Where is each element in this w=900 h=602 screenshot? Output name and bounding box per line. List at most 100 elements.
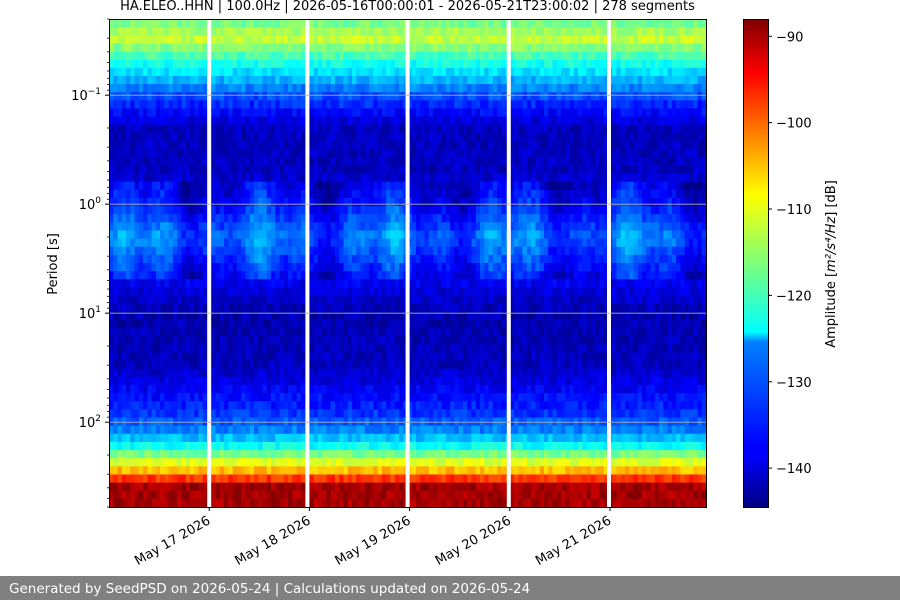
heatmap-cell <box>279 303 285 313</box>
heatmap-cell <box>369 303 374 313</box>
heatmap-cell <box>364 67 370 77</box>
heatmap-cell <box>143 271 148 280</box>
heatmap-cell <box>454 311 460 321</box>
heatmap-cell <box>249 92 255 101</box>
heatmap-cell <box>433 238 438 248</box>
heatmap-cell <box>271 197 276 207</box>
heatmap-cell <box>211 344 217 354</box>
heatmap-cell <box>364 238 370 248</box>
heatmap-cell <box>428 482 434 492</box>
heatmap-cell <box>249 197 255 207</box>
heatmap-cell <box>155 35 161 44</box>
heatmap-cell <box>445 385 451 394</box>
heatmap-cell <box>300 263 306 272</box>
heatmap-cell <box>335 100 340 110</box>
heatmap-cell <box>143 287 148 297</box>
heatmap-cell <box>309 173 315 183</box>
heatmap-cell <box>253 51 259 61</box>
heatmap-cell <box>364 181 370 191</box>
heatmap-cell <box>424 238 430 248</box>
heatmap-cell <box>390 490 396 500</box>
heatmap-cell <box>339 401 345 410</box>
heatmap-cell <box>313 189 319 199</box>
heatmap-cell <box>109 385 114 394</box>
heatmap-cell <box>283 214 289 223</box>
heatmap-cell <box>224 425 229 435</box>
heatmap-cell <box>130 100 136 110</box>
heatmap-cell <box>241 409 247 419</box>
heatmap-cell <box>377 149 383 158</box>
heatmap-cell <box>317 433 323 443</box>
heatmap-cell <box>219 141 225 150</box>
heatmap-cell <box>394 165 400 175</box>
heatmap-cell <box>309 35 315 44</box>
heatmap-cell <box>236 67 242 77</box>
heatmap-cell <box>317 458 323 467</box>
heatmap-cell <box>296 254 302 264</box>
heatmap-cell <box>215 141 221 150</box>
heatmap-cell <box>390 279 396 288</box>
heatmap-cell <box>394 246 400 256</box>
heatmap-cell <box>390 246 396 256</box>
heatmap-cell <box>428 393 434 402</box>
heatmap-cell <box>211 360 217 370</box>
heatmap-cell <box>369 376 374 386</box>
heatmap-cell <box>292 67 298 77</box>
heatmap-cell <box>190 230 195 240</box>
heatmap-cell <box>424 157 430 166</box>
heatmap-cell <box>211 254 217 264</box>
heatmap-cell <box>369 482 374 492</box>
heatmap-cell <box>394 450 400 459</box>
heatmap-cell <box>275 43 281 53</box>
heatmap-cell <box>420 51 426 61</box>
heatmap-cell <box>245 100 251 110</box>
heatmap-cell <box>236 100 242 110</box>
heatmap-cell <box>330 43 336 53</box>
heatmap-cell <box>138 409 144 419</box>
heatmap-cell <box>347 441 353 451</box>
heatmap-cell <box>326 238 332 248</box>
heatmap-cell <box>416 206 421 215</box>
heatmap-cell <box>228 149 234 158</box>
heatmap-cell <box>130 352 136 362</box>
heatmap-cell <box>347 450 353 459</box>
heatmap-cell <box>130 328 136 337</box>
heatmap-cell <box>168 458 174 467</box>
heatmap-cell <box>322 433 328 443</box>
heatmap-cell <box>441 84 447 93</box>
heatmap-cell <box>211 450 217 459</box>
heatmap-cell <box>309 149 315 158</box>
heatmap-cell <box>335 173 340 183</box>
heatmap-cell <box>313 319 319 329</box>
heatmap-cell <box>211 116 217 126</box>
heatmap-cell <box>373 344 379 354</box>
heatmap-cell <box>283 336 289 345</box>
heatmap-cell <box>266 222 272 232</box>
heatmap-cell <box>253 206 259 215</box>
heatmap-cell <box>224 214 229 223</box>
heatmap-cell <box>164 466 170 476</box>
heatmap-cell <box>339 75 345 85</box>
heatmap-cell <box>262 149 268 158</box>
heatmap-cell <box>134 401 140 410</box>
heatmap-cell <box>398 474 404 484</box>
heatmap-cell <box>381 450 387 459</box>
heatmap-cell <box>279 173 285 183</box>
heatmap-cell <box>245 328 251 337</box>
heatmap-cell <box>381 328 387 337</box>
heatmap-cell <box>317 352 323 362</box>
heatmap-cell <box>352 35 357 44</box>
heatmap-cell <box>364 466 370 476</box>
heatmap-cell <box>190 344 195 354</box>
heatmap-cell <box>390 287 396 297</box>
heatmap-cell <box>138 116 144 126</box>
heatmap-cell <box>258 165 264 175</box>
heatmap-cell <box>126 19 131 28</box>
heatmap-cell <box>121 360 127 370</box>
heatmap-cell <box>437 336 443 345</box>
heatmap-cell <box>232 433 238 443</box>
heatmap-cell <box>407 214 413 223</box>
heatmap-cell <box>458 441 464 451</box>
heatmap-cell <box>275 214 281 223</box>
heatmap-cell <box>352 393 357 402</box>
